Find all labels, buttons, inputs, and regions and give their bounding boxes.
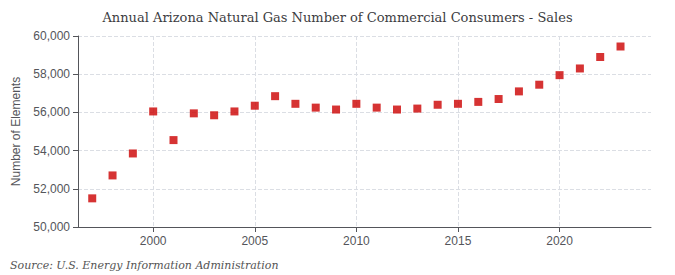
svg-text:56,000: 56,000	[33, 105, 70, 119]
svg-text:Source: U.S. Energy Informatio: Source: U.S. Energy Information Administ…	[10, 259, 278, 272]
svg-text:2005: 2005	[241, 234, 268, 248]
svg-text:58,000: 58,000	[33, 67, 70, 81]
svg-text:2010: 2010	[343, 234, 370, 248]
svg-text:Number of Elements: Number of Elements	[9, 77, 23, 186]
svg-text:2015: 2015	[445, 234, 472, 248]
svg-text:52,000: 52,000	[33, 182, 70, 196]
svg-text:2020: 2020	[546, 234, 573, 248]
svg-text:50,000: 50,000	[33, 220, 70, 234]
svg-text:60,000: 60,000	[33, 29, 70, 43]
svg-text:Annual Arizona Natural Gas Num: Annual Arizona Natural Gas Number of Com…	[101, 10, 572, 25]
svg-text:54,000: 54,000	[33, 144, 70, 158]
svg-text:2000: 2000	[140, 234, 167, 248]
